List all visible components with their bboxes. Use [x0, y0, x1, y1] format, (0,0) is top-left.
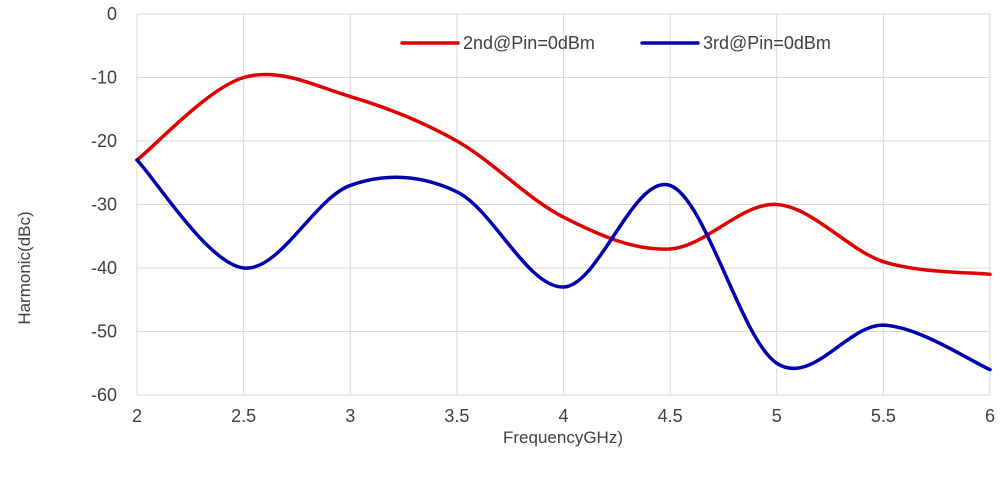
- y-tick-label: -10: [91, 68, 117, 88]
- x-tick-label: 2.5: [231, 406, 256, 426]
- series-line-3rd-harmonic: [135, 158, 992, 372]
- x-tick-label: 6: [985, 406, 995, 426]
- tick-labels: 2 2.5 3 3.5 4 4.5 5 5.5 6 0 -10 -20 -30 -40 -50 -60: [91, 4, 995, 426]
- x-tick-label: 5: [772, 406, 782, 426]
- y-tick-label: -40: [91, 258, 117, 278]
- x-tick-label: 4: [558, 406, 568, 426]
- grid: [136, 13, 991, 396]
- x-tick-label: 3: [345, 406, 355, 426]
- legend: 2nd@Pin=0dBm 3rd@Pin=0dBm: [400, 33, 831, 53]
- y-tick-label: -20: [91, 131, 117, 151]
- series-lines: [135, 72, 992, 372]
- x-tick-label: 5.5: [871, 406, 896, 426]
- legend-label: 3rd@Pin=0dBm: [703, 33, 831, 53]
- x-tick-label: 2: [132, 406, 142, 426]
- series-line-2nd-harmonic: [135, 72, 992, 277]
- x-tick-label: 3.5: [444, 406, 469, 426]
- y-tick-label: -50: [91, 322, 117, 342]
- x-axis-title: FrequencyGHz): [503, 428, 623, 447]
- y-axis-title: Harmonic(dBc): [15, 211, 34, 324]
- y-tick-label: 0: [107, 4, 117, 24]
- y-tick-label: -60: [91, 385, 117, 405]
- y-tick-label: -30: [91, 195, 117, 215]
- x-tick-label: 4.5: [658, 406, 683, 426]
- legend-label: 2nd@Pin=0dBm: [463, 33, 595, 53]
